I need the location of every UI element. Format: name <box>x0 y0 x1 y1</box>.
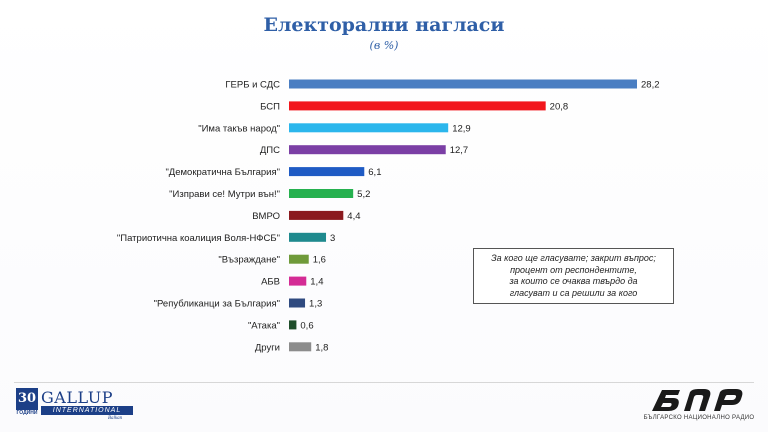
value-label: 6,1 <box>368 167 381 178</box>
category-label: "Патриотична коалиция Воля-НФСБ" <box>117 233 280 244</box>
gallup-international: INTERNATIONAL <box>41 406 133 415</box>
value-label: 1,4 <box>310 277 323 288</box>
category-label: "Възраждане" <box>218 255 280 266</box>
category-label: АБВ <box>261 277 280 288</box>
bar <box>289 210 344 220</box>
bnr-logo: БЪЛГАРСКО НАЦИОНАЛНО РАДИО <box>640 386 760 426</box>
footer-divider <box>14 382 754 383</box>
note-line: процент от респондентите, <box>510 264 637 275</box>
bar <box>289 276 307 286</box>
value-label: 5,2 <box>357 189 370 200</box>
category-label: "Изправи се! Мутри вън!" <box>169 189 280 200</box>
category-label: "Демократична България" <box>165 167 280 178</box>
methodology-note: За кого ще гласувате; закрит въпрос; про… <box>473 248 674 304</box>
value-label: 3 <box>330 233 335 244</box>
note-line: За кого ще гласувате; закрит въпрос; <box>491 253 656 263</box>
bar <box>289 298 306 308</box>
category-label: Други <box>255 342 280 353</box>
note-line: за които се очаква твърдо да <box>509 276 638 286</box>
category-label: "Има такъв народ" <box>198 123 280 134</box>
value-label: 12,7 <box>450 145 469 156</box>
note-line: гласуват и са решили за кого <box>509 287 638 298</box>
value-label: 1,6 <box>313 255 326 266</box>
bar <box>289 123 449 133</box>
bar <box>289 145 446 155</box>
value-label: 28,2 <box>641 80 660 91</box>
bar <box>289 232 327 242</box>
value-label: 1,3 <box>309 299 322 310</box>
value-label: 20,8 <box>550 101 569 112</box>
bar <box>289 342 312 352</box>
chart-subtitle: (в %) <box>369 39 399 52</box>
gallup-years-badge: 30 <box>16 388 38 410</box>
value-label: 4,4 <box>347 211 360 222</box>
gallup-name: GALLUP <box>41 388 113 407</box>
chart-title: Електорални нагласи <box>263 14 505 36</box>
gallup-logo: 30 ГОДИНИ GALLUP INTERNATIONAL Balkan <box>16 388 140 424</box>
bar <box>289 189 354 198</box>
bar <box>289 254 309 264</box>
category-label: БСП <box>260 101 280 112</box>
value-label: 1,8 <box>315 342 328 353</box>
bar <box>289 320 297 330</box>
category-label: ДПС <box>260 145 280 156</box>
category-label: ВМРО <box>252 211 280 222</box>
category-label: ГЕРБ и СДС <box>225 80 280 91</box>
gallup-balkan: Balkan <box>108 416 123 421</box>
bar <box>289 167 365 177</box>
gallup-years-label: ГОДИНИ <box>16 410 38 416</box>
value-label: 0,6 <box>300 320 313 331</box>
category-label: "Атака" <box>248 320 280 331</box>
bar <box>289 101 546 111</box>
bnr-name: БЪЛГАРСКО НАЦИОНАЛНО РАДИО <box>643 415 755 421</box>
bnr-logo-mark <box>652 389 743 411</box>
value-label: 12,9 <box>452 123 471 134</box>
bar <box>289 79 637 89</box>
category-label: "Републиканци за България" <box>154 299 280 310</box>
